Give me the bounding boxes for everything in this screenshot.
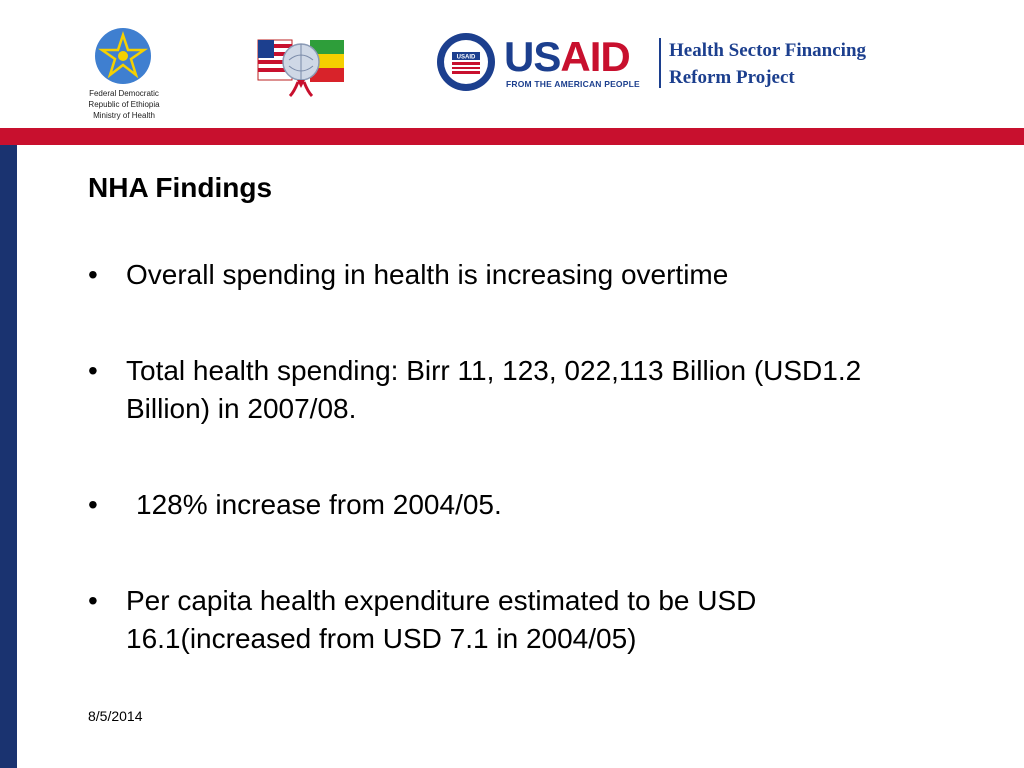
bullet-list: • Overall spending in health is increasi… [88, 256, 948, 658]
bullet-text: Overall spending in health is increasing… [126, 259, 729, 290]
usaid-seal-icon: USAID [437, 33, 495, 91]
blue-side-band [0, 145, 17, 768]
bullet-item: • Overall spending in health is increasi… [88, 256, 948, 294]
ministry-of-health-label: Federal Democratic Republic of Ethiopia … [88, 89, 160, 120]
header-divider [659, 38, 661, 88]
ethiopia-emblem-icon [95, 28, 151, 84]
usaid-wordmark: USAID [504, 33, 631, 80]
bullet-item: • Total health spending: Birr 11, 123, 0… [88, 352, 948, 428]
slide-header: Federal Democratic Republic of Ethiopia … [0, 0, 1024, 128]
bullet-marker: • [88, 489, 98, 520]
bullet-text: Per capita health expenditure estimated … [126, 585, 757, 654]
slide-date: 8/5/2014 [88, 708, 143, 724]
bullet-item: • 128% increase from 2004/05. [88, 486, 948, 524]
partnership-flags-icon [257, 39, 344, 98]
svg-text:USAID: USAID [457, 55, 476, 61]
bullet-item: • Per capita health expenditure estimate… [88, 582, 948, 658]
bullet-marker: • [88, 585, 98, 616]
usaid-tagline: FROM THE AMERICAN PEOPLE [506, 79, 640, 89]
red-header-band [0, 128, 1024, 145]
bullet-text: 128% increase from 2004/05. [136, 489, 502, 520]
bullet-marker: • [88, 355, 98, 386]
slide-title: NHA Findings [88, 172, 273, 203]
bullet-text: Total health spending: Birr 11, 123, 022… [126, 355, 862, 424]
bullet-marker: • [88, 259, 98, 290]
project-name: Health Sector Financing Reform Project [669, 40, 867, 88]
